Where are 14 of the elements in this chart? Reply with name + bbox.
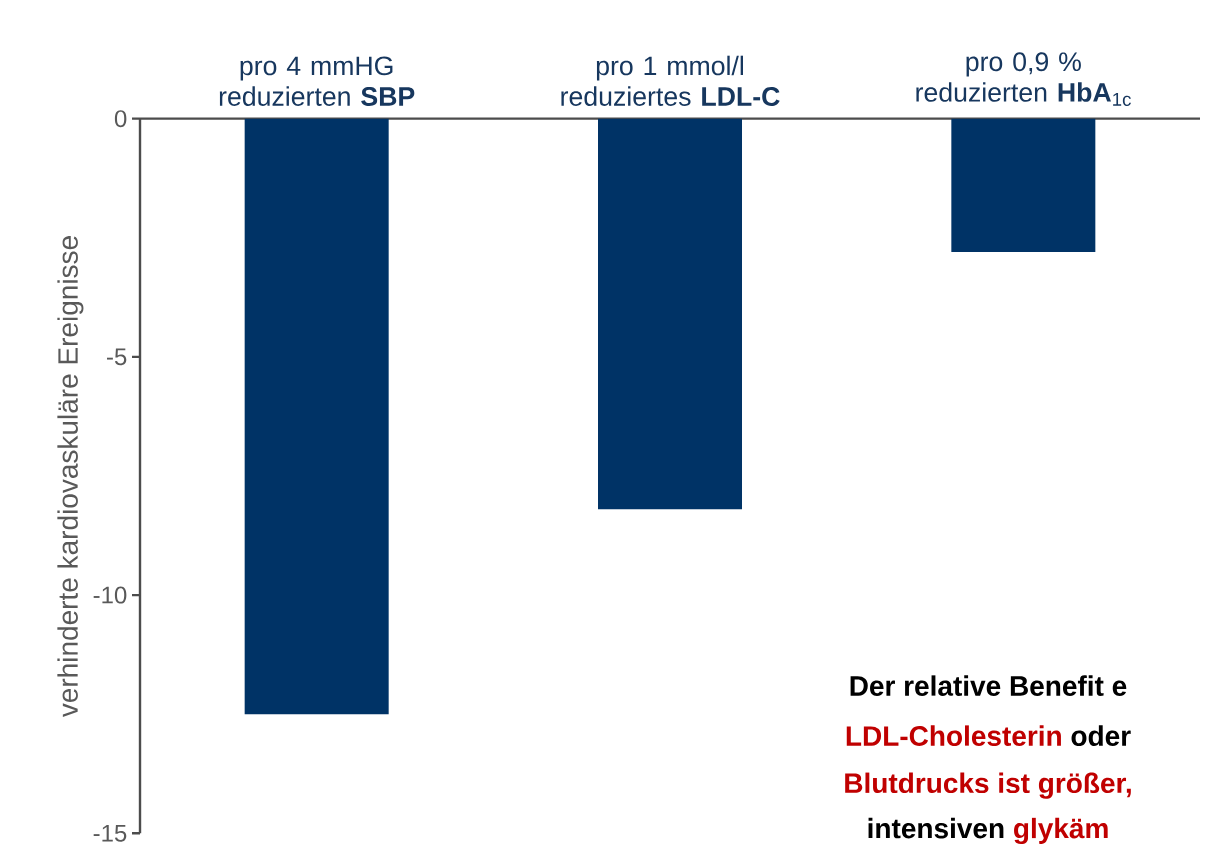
annotation: intensiven xyxy=(868,817,1004,839)
annotation: LDL-Cholesterin xyxy=(846,725,1061,746)
x-tick-label: pro 1 mmol/l reduziertes LDL-C xyxy=(561,55,780,106)
annotation: glykäm xyxy=(1014,817,1108,845)
y-tick-label: -5 xyxy=(107,348,127,366)
annotation: oder xyxy=(1071,725,1131,746)
annotation: Blutdrucks ist größer, xyxy=(845,772,1131,799)
y-axis-title: verhinderte kardiovaskuläre Ereignisse xyxy=(57,236,84,718)
annotation: Der relative Benefit e xyxy=(850,675,1127,696)
x-tick-label: pro 4 mmHG reduzierten SBP xyxy=(219,56,415,106)
y-tick-label: -15 xyxy=(93,824,127,842)
x-tick-label: pro 0,9 % reduzierten HbA$_{1c}$ xyxy=(916,52,1131,106)
y-tick-label: -10 xyxy=(93,586,127,604)
y-tick-label: 0 xyxy=(114,110,127,128)
